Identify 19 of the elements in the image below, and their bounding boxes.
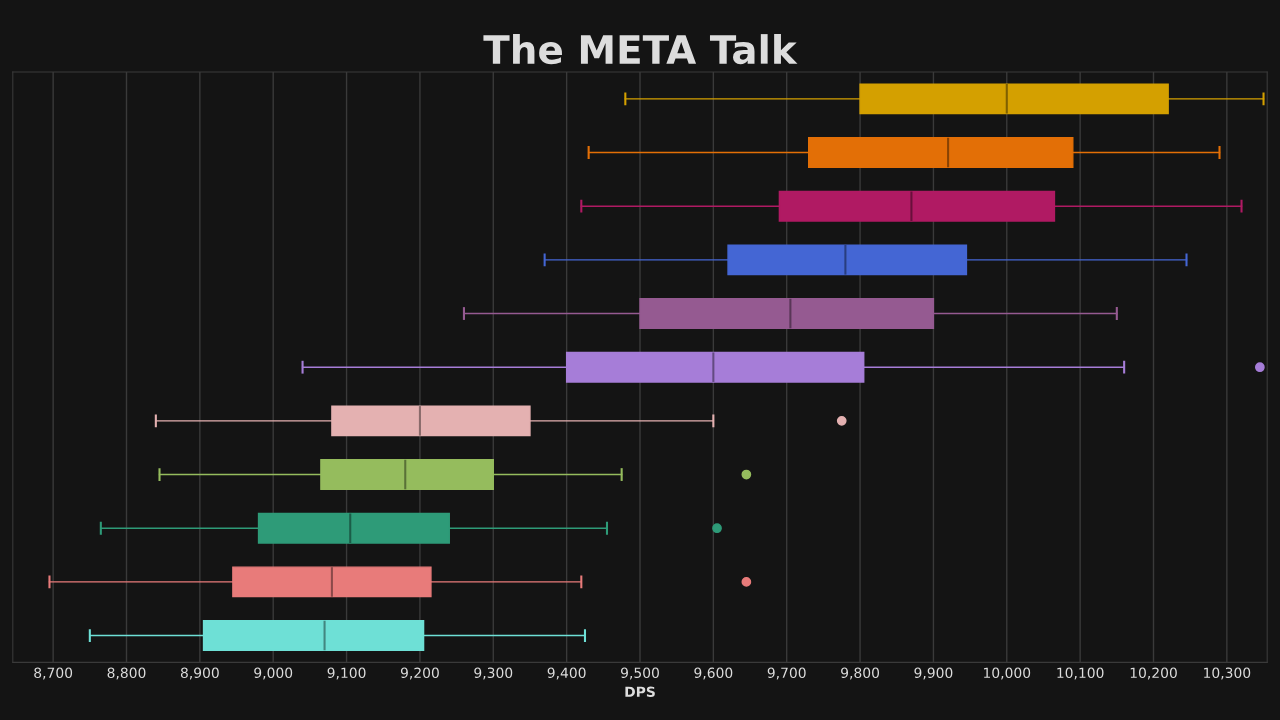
x-tick-label: 9,300 [474,667,513,680]
x-axis-title: DPS [625,686,655,698]
x-tick-label: 9,200 [400,667,439,680]
chart-title: The META Talk [483,34,798,65]
x-tick-label: 9,100 [327,667,366,680]
x-tick-label: 9,700 [767,667,806,680]
x-tick-label: 9,900 [914,667,953,680]
x-tick-label: 9,600 [694,667,733,680]
x-tick-label: 10,000 [984,667,1031,680]
x-tick-label: 9,000 [254,667,293,680]
x-tick-label: 9,800 [841,667,880,680]
x-tick-label: 10,300 [1204,667,1251,680]
x-tick-label: 10,100 [1057,667,1104,680]
x-tick-label: 8,700 [34,667,73,680]
x-tick-label: 10,200 [1130,667,1177,680]
x-tick-label: 9,400 [547,667,586,680]
x-tick-label: 8,800 [107,667,146,680]
x-tick-label: 8,900 [180,667,219,680]
x-tick-label: 9,500 [620,667,659,680]
